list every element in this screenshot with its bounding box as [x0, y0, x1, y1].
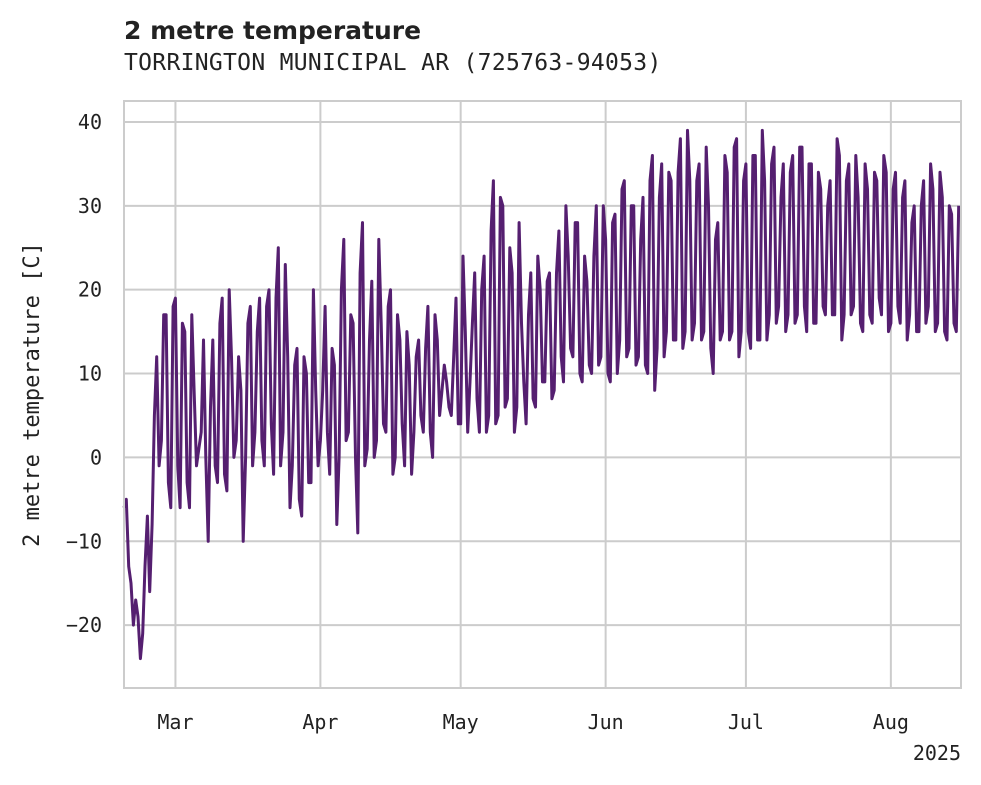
x-tick-label: Jul [728, 710, 764, 734]
chart-title: 2 metre temperature [124, 16, 422, 45]
y-tick-label: −10 [66, 529, 102, 553]
y-tick-label: 10 [78, 362, 102, 386]
y-tick-label: 40 [78, 110, 102, 134]
series-layer [122, 128, 961, 661]
x-tick-label: Apr [302, 710, 338, 734]
y-axis-label: 2 metre temperature [C] [20, 242, 45, 547]
temperature-series-line [122, 128, 961, 661]
x-tick-labels: Mar Apr May Jun Jul Aug [157, 710, 909, 734]
plot-frame [123, 100, 962, 689]
x-tick-label: Mar [157, 710, 193, 734]
y-tick-label: −20 [66, 613, 102, 637]
x-tick-label: Aug [873, 710, 909, 734]
y-tick-label: 30 [78, 194, 102, 218]
x-year-label: 2025 [913, 741, 961, 765]
x-tick-label: May [443, 710, 479, 734]
y-tick-label: 0 [90, 445, 102, 469]
chart-subtitle: TORRINGTON MUNICIPAL AR (725763-94053) [124, 50, 662, 76]
x-tick-label: Jun [588, 710, 624, 734]
y-tick-label: 20 [78, 278, 102, 302]
y-tick-labels: −20 −10 0 10 20 30 40 [66, 110, 102, 637]
